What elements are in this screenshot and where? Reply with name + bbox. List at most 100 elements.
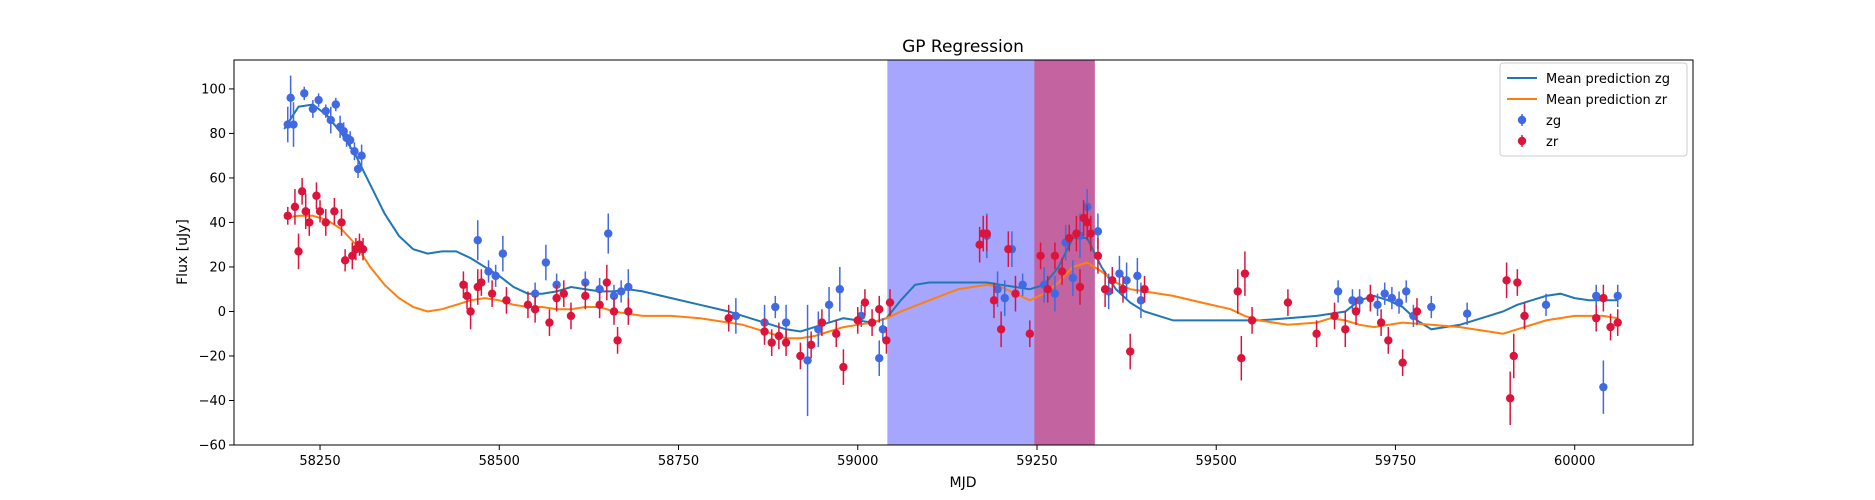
zr-data-point <box>315 207 325 216</box>
zg-data-point <box>1599 382 1608 392</box>
zr-data-point <box>502 296 511 305</box>
zg-data-point <box>491 271 500 281</box>
zr-data-point <box>466 307 475 316</box>
zg-data-point <box>604 229 613 238</box>
y-tick-label: 60 <box>209 171 226 186</box>
zg-data-point <box>771 302 780 312</box>
zr-data-point <box>337 218 346 227</box>
y-tick-label: −40 <box>199 394 226 409</box>
zr-data-point <box>1057 267 1067 276</box>
zg-data-point <box>286 93 295 103</box>
zr-data-point <box>462 291 472 301</box>
zr-data-point <box>1240 269 1250 278</box>
zr-data-point <box>290 202 300 212</box>
zg-data-point <box>1541 300 1551 309</box>
x-tick-label: 58250 <box>299 454 340 469</box>
x-tick-label: 59500 <box>1196 454 1237 469</box>
zr-data-point <box>358 244 368 254</box>
zg-data-point <box>357 151 366 160</box>
zr-data-point <box>609 307 619 316</box>
zr-data-point <box>1237 354 1246 363</box>
zr-data-point <box>1398 358 1407 367</box>
series-zr <box>283 177 1622 425</box>
zr-data-point <box>975 240 984 249</box>
y-tick-label: 80 <box>209 127 226 142</box>
legend: Mean prediction zg Mean prediction zr zg… <box>1499 62 1688 157</box>
zr-data-point <box>1043 285 1052 294</box>
zr-data-point <box>1341 325 1350 334</box>
legend-label-zr: zr <box>1546 135 1559 150</box>
zg-data-point <box>498 249 508 258</box>
zg-data-point <box>814 325 823 334</box>
zg-data-point <box>624 282 633 292</box>
x-tick-label: 58500 <box>479 454 520 469</box>
x-tick-label: 59000 <box>837 454 878 469</box>
zr-data-point <box>1093 251 1103 261</box>
zr-data-point <box>1065 233 1074 243</box>
zr-data-point <box>1082 218 1092 227</box>
legend-label-zg: zg <box>1546 114 1561 129</box>
zg-data-point <box>1373 300 1382 309</box>
zg-data-point <box>321 106 330 116</box>
zr-data-point <box>1509 351 1518 361</box>
zr-data-point <box>552 293 561 303</box>
zr-data-point <box>545 318 554 327</box>
chart-title: GP Regression <box>902 37 1024 57</box>
data-layer <box>283 75 1622 425</box>
zr-data-point <box>1140 285 1149 294</box>
zr-data-point <box>1036 251 1045 261</box>
zr-data-point <box>882 336 891 345</box>
zr-data-point <box>996 325 1006 334</box>
zr-data-point <box>1312 329 1321 338</box>
x-axis-label: MJD <box>950 475 977 491</box>
zg-data-point <box>1000 293 1009 303</box>
zg-data-point <box>326 115 335 125</box>
zr-data-point <box>321 218 330 227</box>
zr-data-point <box>839 362 848 372</box>
zr-data-point <box>875 305 884 314</box>
zr-data-point <box>1613 318 1622 327</box>
zr-data-point <box>1520 311 1529 321</box>
zg-data-point <box>353 164 363 174</box>
legend-marker <box>1517 115 1527 125</box>
zr-data-point <box>523 300 533 309</box>
zr-data-point <box>530 305 540 314</box>
y-tick-label: 100 <box>201 82 226 97</box>
zr-data-point <box>1384 336 1393 345</box>
zr-data-point <box>817 318 827 327</box>
zg-data-point <box>878 325 888 334</box>
zg-data-point <box>1402 287 1411 296</box>
zg-data-point <box>541 258 551 267</box>
zg-data-point <box>1133 271 1142 281</box>
zg-data-point <box>530 289 540 298</box>
zr-data-point <box>1125 347 1135 356</box>
zr-data-point <box>1247 316 1257 325</box>
zr-data-point <box>1072 229 1081 238</box>
zr-data-point <box>301 207 310 216</box>
zg-data-point <box>1333 287 1343 296</box>
zr-data-point <box>724 313 733 323</box>
zg-data-point <box>1427 302 1436 312</box>
zg-data-point <box>731 311 741 321</box>
zg-data-point <box>1592 291 1601 301</box>
y-tick-label: 20 <box>209 260 226 275</box>
zg-data-point <box>609 291 619 301</box>
zr-data-point <box>1118 285 1128 294</box>
axes: 58250 58500 58750 59000 59250 59500 59750 60000… <box>199 82 1596 469</box>
zg-data-point <box>1462 309 1472 318</box>
zg-data-point <box>803 356 812 365</box>
zg-data-point <box>308 104 318 114</box>
zg-data-point <box>484 267 493 276</box>
zg-data-point <box>339 127 348 136</box>
zr-data-point <box>1412 307 1422 316</box>
zr-data-point <box>1283 298 1293 307</box>
zg-data-point <box>1348 296 1357 305</box>
zg-data-point <box>1115 269 1124 278</box>
zr-data-point <box>1513 278 1522 287</box>
zg-data-point <box>835 285 845 294</box>
zr-data-point <box>1606 322 1615 332</box>
zg-data-point <box>1068 273 1078 283</box>
zr-data-point <box>305 218 314 227</box>
x-tick-label: 59250 <box>1016 454 1057 469</box>
y-tick-label: −60 <box>199 439 226 454</box>
